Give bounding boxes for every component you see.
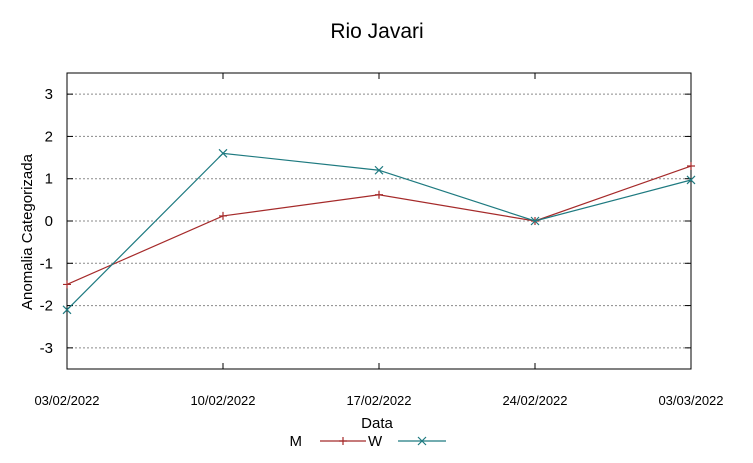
legend-label-m: M xyxy=(290,433,303,450)
x-tick-label: 03/02/2022 xyxy=(34,393,99,408)
grid-lines xyxy=(67,93,691,349)
y-axis-label: Anomalia Categorizada xyxy=(19,153,36,310)
legend-marker-w xyxy=(417,436,427,446)
chart-title: Rio Javari xyxy=(330,20,423,43)
series-line-w xyxy=(66,152,692,311)
y-tick-label: 0 xyxy=(45,213,53,230)
legend-marker-m xyxy=(339,437,347,445)
data-point-m xyxy=(219,211,227,220)
data-point-m xyxy=(687,162,695,171)
x-tick-label: 24/02/2022 xyxy=(502,393,567,408)
y-tick-label: 1 xyxy=(45,171,53,188)
data-point-w xyxy=(686,175,696,185)
x-tick-label: 10/02/2022 xyxy=(190,393,255,408)
data-point-m xyxy=(63,280,71,289)
y-tick-label: -3 xyxy=(40,340,53,357)
x-axis: 03/02/2022 10/02/2022 17/02/2022 24/02/2022… xyxy=(34,73,724,408)
data-point-m xyxy=(375,190,383,199)
data-point-w xyxy=(374,165,384,175)
series-group xyxy=(62,148,696,315)
y-tick-label: -2 xyxy=(40,298,53,315)
x-axis-label: Data xyxy=(361,415,393,432)
legend-label-w: W xyxy=(368,433,383,450)
y-tick-label: -1 xyxy=(40,255,53,272)
series-line-m xyxy=(66,165,692,285)
data-point-w xyxy=(218,148,228,158)
data-point-w xyxy=(62,305,72,315)
data-point-w xyxy=(530,216,540,226)
x-tick-label: 17/02/2022 xyxy=(346,393,411,408)
y-tick-label: 3 xyxy=(45,86,53,103)
legend: M W xyxy=(290,433,446,450)
y-axis: 3 2 1 0 -1 -2 -3 xyxy=(40,86,691,357)
x-tick-label: 03/03/2022 xyxy=(658,393,723,408)
y-tick-label: 2 xyxy=(45,128,53,145)
